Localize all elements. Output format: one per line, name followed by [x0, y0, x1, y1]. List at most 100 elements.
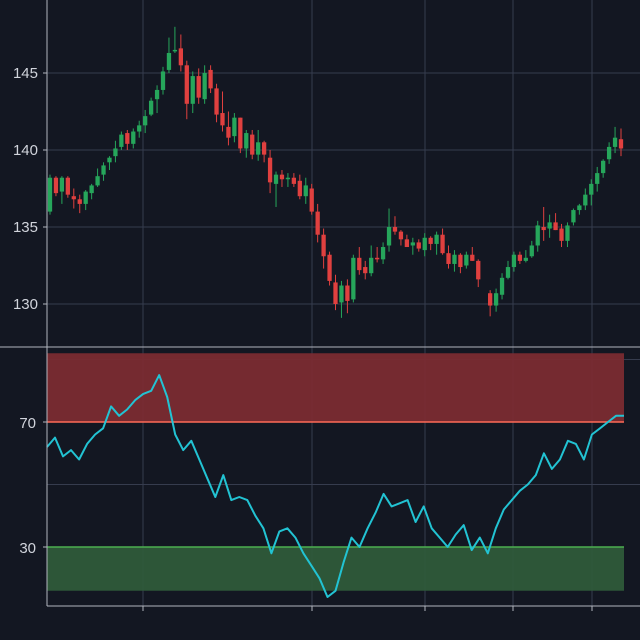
candle-body — [464, 254, 469, 266]
candle-body — [220, 113, 225, 126]
candle-body — [577, 205, 582, 211]
candle-body — [369, 257, 374, 274]
candle-body — [363, 267, 368, 274]
candle-body — [202, 73, 207, 100]
candle-body — [95, 176, 100, 186]
candle-body — [357, 257, 362, 271]
candle-body — [297, 180, 302, 197]
candle-body — [374, 257, 380, 260]
candle-body — [125, 133, 130, 144]
candle-body — [59, 177, 65, 192]
candle-body — [493, 293, 499, 306]
candle-body — [53, 177, 59, 194]
candle-body — [535, 225, 540, 246]
candle-body — [315, 211, 320, 235]
candle-body — [559, 228, 564, 241]
candle-body — [148, 100, 154, 115]
candle-body — [386, 227, 392, 246]
candle-body — [458, 254, 463, 268]
candle-body — [250, 134, 255, 155]
candle-body — [238, 117, 243, 149]
rsi-line — [46, 374, 624, 598]
candle-body — [589, 183, 594, 195]
candle-body — [351, 257, 356, 300]
candle-body — [131, 131, 136, 144]
candle-body — [452, 254, 457, 264]
candle-body — [214, 88, 219, 115]
candle-body — [499, 277, 505, 295]
candle-body — [392, 227, 398, 232]
candle-body — [547, 222, 552, 229]
candle-body — [119, 134, 124, 147]
candle-body — [601, 160, 606, 174]
candle-body — [160, 71, 166, 90]
candle-body — [172, 49, 178, 52]
candle-body — [321, 234, 326, 257]
price-tick-label: 135 — [13, 219, 38, 236]
candle-body — [327, 254, 332, 281]
candle-body — [184, 65, 189, 104]
candle-body — [256, 142, 261, 155]
candle-body — [190, 76, 195, 104]
candle-body — [226, 126, 231, 138]
candle-body — [71, 196, 76, 200]
candle-body — [523, 257, 528, 261]
candle-body — [505, 267, 511, 278]
candle-body — [595, 173, 600, 184]
candle-body — [333, 282, 338, 304]
candle-body — [309, 188, 314, 212]
oversold-zone — [47, 547, 624, 591]
candle-body — [261, 142, 267, 155]
candle-body — [178, 48, 183, 66]
candle-body — [89, 185, 94, 194]
candle-body — [541, 227, 546, 231]
candle-body — [273, 174, 279, 184]
candle-body — [476, 260, 481, 280]
price-tick-label: 140 — [13, 142, 38, 159]
candle-body — [470, 254, 475, 261]
candle-body — [583, 194, 588, 206]
candle-body — [285, 177, 291, 180]
overbought-zone — [47, 353, 624, 422]
candle-body — [511, 254, 517, 268]
candle-body — [65, 177, 70, 195]
candle-body — [291, 177, 297, 184]
candle-body — [446, 253, 451, 264]
candle-body — [279, 174, 285, 180]
candle-body — [440, 234, 445, 254]
candle-body — [154, 89, 160, 100]
axes: 130 135 140 145 30 70 — [0, 0, 640, 611]
candle-body — [422, 237, 427, 251]
candle-body — [606, 146, 612, 160]
rsi-panel — [46, 353, 624, 598]
candle-body — [303, 185, 308, 197]
candle-body — [428, 237, 433, 244]
candle-body — [404, 239, 410, 248]
candle-body — [380, 247, 386, 260]
price-tick-label: 130 — [13, 296, 38, 313]
candle-body — [612, 137, 618, 147]
candle-body — [47, 177, 53, 212]
candle-body — [166, 52, 172, 70]
candle-body — [107, 157, 112, 163]
rsi-tick-label: 30 — [19, 540, 36, 557]
candle-body — [339, 285, 344, 303]
candle-body — [232, 117, 237, 137]
candle-body — [553, 222, 558, 231]
candle-body — [434, 234, 439, 244]
candle-body — [83, 191, 88, 204]
candle-body — [101, 165, 106, 175]
candle-body — [196, 76, 201, 98]
price-panel — [47, 26, 624, 318]
candle-body — [398, 231, 404, 240]
candle-body — [416, 242, 421, 249]
candle-body — [410, 242, 415, 246]
candle-body — [565, 225, 570, 241]
price-tick-label: 145 — [13, 65, 38, 82]
candle-body — [244, 133, 249, 149]
candle-body — [77, 199, 82, 204]
rsi-tick-label: 70 — [19, 415, 36, 432]
candle-body — [488, 293, 493, 306]
candle-body — [267, 157, 273, 183]
